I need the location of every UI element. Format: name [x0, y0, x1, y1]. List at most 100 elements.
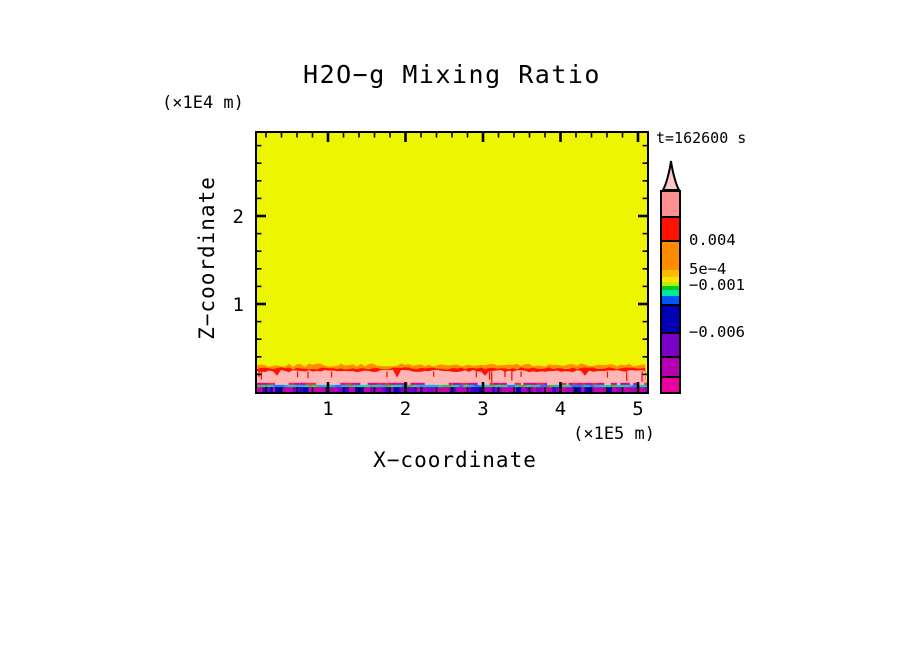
surface-speckle: [573, 387, 582, 392]
red-streak: [488, 371, 491, 380]
x-tick-label: 3: [477, 398, 489, 420]
magenta-speckle-line: [410, 382, 414, 385]
surface-speckle: [486, 387, 493, 392]
x-tick-label: 5: [632, 398, 644, 420]
surface-speckle: [552, 387, 557, 392]
cyan-green-line: [299, 384, 306, 388]
colorbar-band: [662, 333, 679, 357]
surface-speckle: [370, 387, 375, 392]
magenta-speckle-line: [301, 382, 306, 385]
colorbar-level-label: −0.006: [689, 323, 745, 341]
cyan-green-line: [459, 384, 464, 388]
colorbar-separator: [662, 376, 679, 378]
x-tick-label: 2: [399, 398, 412, 420]
magenta-speckle-line: [288, 382, 295, 385]
surface-speckle: [374, 387, 383, 392]
cyan-green-line: [442, 384, 445, 388]
cyan-green-line: [257, 384, 264, 388]
cyan-green-line: [360, 384, 368, 388]
magenta-speckle-line: [585, 382, 593, 385]
magenta-speckle-line: [597, 382, 602, 385]
magenta-speckle-line: [436, 382, 443, 385]
surface-speckle: [591, 387, 596, 392]
red-streak: [491, 371, 493, 383]
red-streak: [520, 371, 522, 377]
surface-speckle: [645, 387, 647, 392]
magenta-speckle-line: [424, 382, 433, 385]
cyan-green-line: [533, 384, 541, 388]
surface-speckle: [509, 387, 517, 392]
contour-bottom-layers: [257, 363, 647, 392]
surface-speckle: [555, 387, 560, 392]
magenta-speckle-line: [483, 382, 490, 385]
red-streak: [504, 371, 506, 377]
surface-speckle: [461, 387, 468, 392]
magenta-speckle-line: [316, 382, 322, 385]
colorbar-level-label: −0.001: [689, 276, 745, 294]
cyan-green-line: [447, 384, 454, 388]
colorbar-band: [662, 290, 679, 296]
cyan-green-line: [399, 384, 403, 388]
magenta-speckle-line: [637, 382, 645, 385]
red-streak: [386, 371, 388, 378]
surface-speckle: [423, 387, 428, 392]
magenta-speckle-line: [407, 382, 411, 385]
surface-speckle: [257, 387, 264, 392]
cyan-green-line: [334, 384, 342, 388]
y-tick-label: 2: [232, 205, 244, 228]
surface-speckle: [607, 387, 613, 392]
cyan-green-line: [463, 384, 469, 388]
y-axis-unit: (×1E4 m): [162, 93, 244, 113]
magenta-speckle-line: [382, 382, 385, 385]
cyan-green-line: [267, 384, 275, 388]
magenta-speckle-line: [453, 382, 457, 385]
magenta-speckle-line: [555, 382, 560, 385]
red-streak: [296, 371, 299, 378]
magenta-speckle-line: [604, 382, 612, 385]
cyan-green-line: [427, 384, 433, 388]
surface-speckle: [612, 387, 617, 392]
surface-speckle: [532, 387, 537, 392]
surface-speckle: [516, 387, 522, 392]
x-axis-title: X−coordinate: [373, 448, 537, 472]
cyan-green-line: [494, 384, 501, 388]
surface-speckle: [398, 387, 401, 392]
magenta-speckle-line: [413, 382, 420, 385]
magenta-speckle-line: [581, 382, 586, 385]
cyan-green-line: [407, 384, 414, 388]
cyan-green-line: [367, 384, 371, 388]
magenta-speckle-line: [321, 382, 327, 385]
surface-speckle: [282, 387, 287, 392]
cyan-green-line: [507, 384, 516, 388]
cyan-green-line: [413, 384, 417, 388]
magenta-speckle-line: [536, 382, 545, 385]
magenta-speckle-line: [549, 382, 556, 385]
surface-speckle: [473, 387, 480, 392]
cyan-green-line: [577, 384, 584, 388]
cyan-green-line: [563, 384, 572, 388]
surface-speckle: [447, 387, 451, 392]
surface-speckle: [427, 387, 435, 392]
surface-speckle: [343, 387, 350, 392]
surface-speckle: [545, 387, 553, 392]
surface-speckle: [492, 387, 496, 392]
magenta-speckle-line: [325, 382, 334, 385]
colorbar-band: [662, 217, 679, 241]
colorbar-separator: [662, 356, 679, 358]
magenta-speckle-line: [624, 382, 631, 385]
surface-speckle: [348, 387, 356, 392]
surface-speckle: [483, 387, 487, 392]
magenta-speckle-line: [633, 382, 638, 385]
cyan-green-line: [540, 384, 549, 388]
surface-speckle: [318, 387, 326, 392]
magenta-speckle-line: [373, 382, 378, 385]
surface-speckle: [622, 387, 630, 392]
red-streak: [260, 371, 262, 380]
magenta-speckle-line: [547, 382, 550, 385]
magenta-speckle-line: [442, 382, 450, 385]
surface-speckle: [559, 387, 566, 392]
surface-speckle: [600, 387, 604, 392]
colorbar-band: [662, 296, 679, 305]
colorbar-arrow-icon: [661, 160, 681, 191]
surface-speckle: [615, 387, 621, 392]
